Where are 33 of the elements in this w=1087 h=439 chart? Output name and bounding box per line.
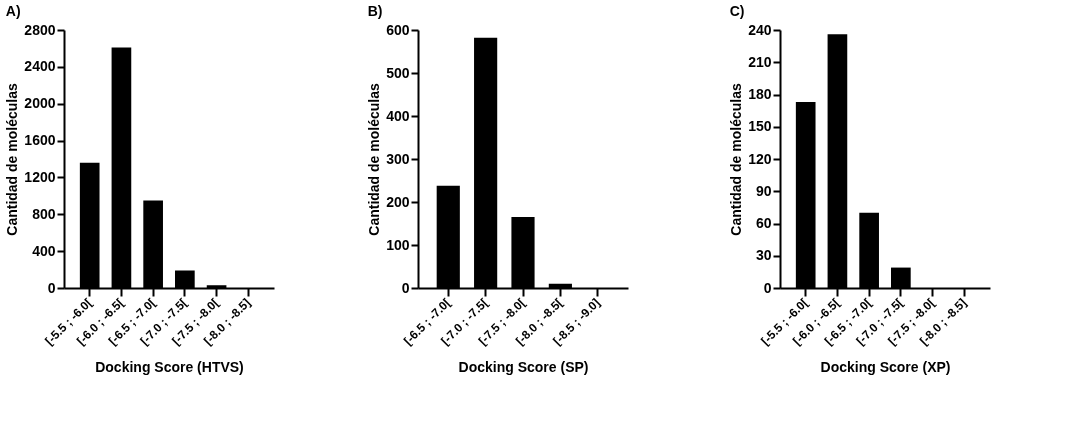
chart-title: C): [729, 3, 745, 19]
y-tick-label: 150: [748, 118, 772, 135]
x-axis-title: Docking Score (SP): [458, 359, 589, 376]
y-tick-label: 30: [755, 247, 772, 264]
x-axis-title: Docking Score (XP): [820, 359, 951, 376]
y-tick-label: 2400: [24, 58, 56, 75]
x-axis-title: Docking Score (HTVS): [95, 359, 244, 376]
y-tick-label: 400: [32, 242, 56, 259]
y-axis-title: Cantidad de moléculas: [366, 83, 383, 236]
y-tick-label: 60: [755, 215, 772, 231]
y-tick-label: 240: [748, 21, 772, 38]
y-tick-label: 180: [748, 86, 772, 102]
y-tick-label: 800: [32, 205, 56, 222]
y-tick-label: 200: [386, 193, 410, 210]
y-tick-label: 210: [748, 53, 772, 70]
y-axis-title: Cantidad de moléculas: [4, 83, 21, 236]
y-tick-label: 2800: [24, 21, 56, 38]
y-axis-title: Cantidad de moléculas: [728, 83, 745, 236]
y-tick-label: 90: [755, 182, 772, 199]
y-tick-label: 0: [47, 279, 56, 296]
y-tick-label: 600: [386, 21, 410, 38]
y-tick-label: 120: [748, 150, 772, 167]
chart-title: B): [367, 3, 383, 19]
y-tick-label: 400: [386, 107, 410, 124]
y-tick-label: 2000: [24, 95, 56, 112]
y-tick-label: 0: [763, 279, 772, 296]
y-tick-label: 1200: [24, 168, 56, 185]
chart-title: A): [5, 3, 21, 19]
y-tick-label: 0: [401, 279, 410, 296]
y-tick-label: 300: [386, 150, 410, 167]
y-tick-label: 1600: [24, 132, 56, 149]
y-tick-label: 100: [386, 236, 410, 253]
y-tick-label: 500: [386, 64, 410, 81]
